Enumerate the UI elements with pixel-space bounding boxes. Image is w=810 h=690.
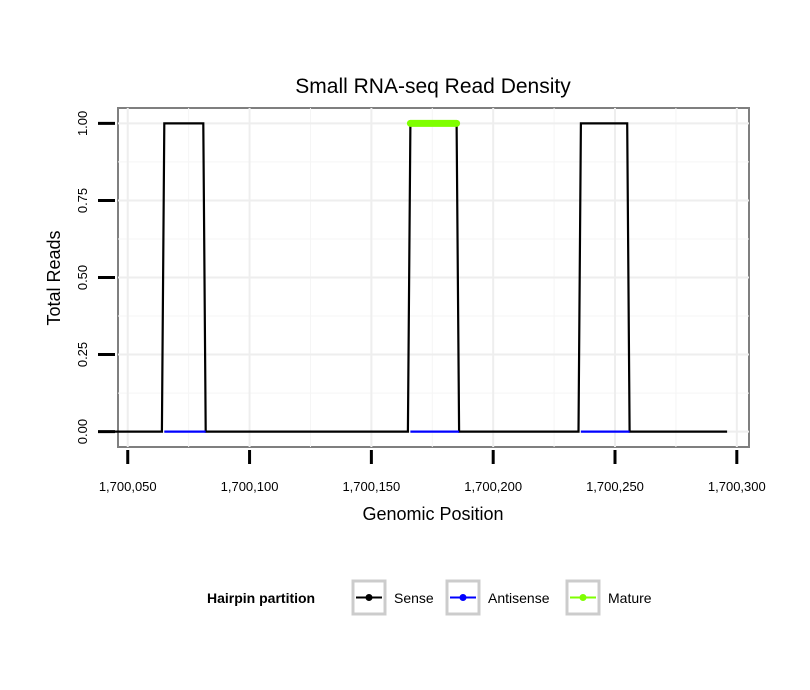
grid-minor-lines [118,108,749,447]
x-axis: 1,700,050 1,700,100 1,700,150 1,700,200 1,70… [99,450,766,494]
x-tick-label: 1,700,050 [99,479,157,494]
y-tick-label: 0.50 [75,265,90,290]
y-tick-label: 0.00 [75,419,90,444]
chart-title: Small RNA-seq Read Density [295,75,571,98]
series-layer [113,119,728,433]
legend-key-point [459,594,467,601]
legend-key-point [365,594,373,601]
x-tick-label: 1,700,250 [586,479,644,494]
legend-item-mature: Mature [565,579,652,616]
legend: Hairpin partition Sense Antisense Mature [207,579,652,616]
legend-items: Sense Antisense Mature [351,579,652,616]
legend-key-point [579,594,587,601]
x-tick-label: 1,700,150 [342,479,400,494]
y-axis: 0.00 0.25 0.50 0.75 1.00 [75,111,115,444]
legend-title: Hairpin partition [207,590,315,606]
legend-label: Mature [608,590,652,606]
x-tick-label: 1,700,100 [221,479,279,494]
legend-item-antisense: Antisense [445,579,550,616]
y-tick-label: 0.25 [75,342,90,367]
y-tick-label: 1.00 [75,111,90,136]
legend-label: Antisense [488,590,550,606]
x-tick-label: 1,700,300 [708,479,766,494]
legend-label: Sense [394,590,434,606]
plot-panel [113,107,750,448]
y-axis-title: Total Reads [44,230,64,325]
x-axis-title: Genomic Position [362,504,503,524]
y-tick-label: 0.75 [75,188,90,213]
legend-item-sense: Sense [351,579,434,616]
x-tick-label: 1,700,200 [464,479,522,494]
